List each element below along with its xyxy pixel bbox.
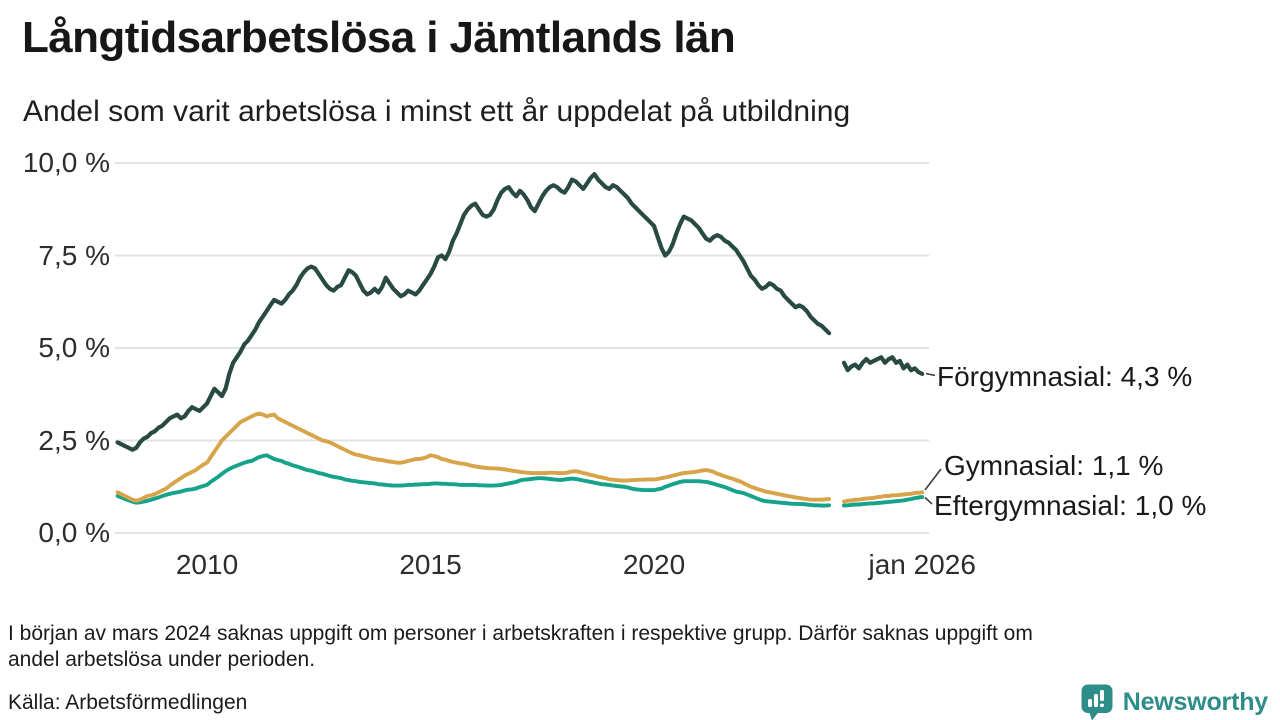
newsworthy-logo: Newsworthy — [1081, 684, 1268, 720]
page-subtitle: Andel som varit arbetslösa i minst ett å… — [23, 95, 851, 128]
footnote-line-1: I början av mars 2024 saknas uppgift om … — [8, 622, 1033, 645]
leader-gymnasial — [924, 468, 942, 491]
footnote-line-2: andel arbetslösa under perioden. — [8, 648, 316, 671]
x-tick-label: 2010 — [175, 549, 239, 580]
newsworthy-wordmark: Newsworthy — [1122, 688, 1268, 716]
series-line-förgymnasial — [115, 172, 925, 452]
series-end-label-eftergymnasial: Eftergymnasial: 1,0 % — [934, 490, 1207, 521]
series-line-gymnasial — [115, 411, 925, 504]
page-title: Långtidsarbetslösa i Jämtlands län — [22, 13, 736, 62]
y-tick-label: 0,0 % — [38, 517, 110, 548]
x-tick-label: 2015 — [399, 549, 462, 580]
y-tick-label: 10,0 % — [22, 147, 110, 178]
source-credit: Källa: Arbetsförmedlingen — [8, 691, 248, 714]
y-tick-label: 5,0 % — [38, 332, 110, 363]
series-end-label-forgymnasial: Förgymnasial: 4,3 % — [937, 361, 1193, 392]
x-tick-label: 2020 — [622, 549, 686, 580]
footnote: I början av mars 2024 saknas uppgift om … — [8, 621, 1033, 673]
series-line-eftergymnasial — [115, 453, 925, 508]
newsworthy-pin-bar-chart-icon — [1081, 684, 1113, 720]
leader-forgymnasial — [925, 372, 936, 377]
x-tick-label: jan 2026 — [868, 549, 976, 580]
y-tick-label: 2,5 % — [38, 424, 110, 456]
y-tick-label: 7,5 % — [38, 239, 110, 271]
series-end-label-gymnasial: Gymnasial: 1,1 % — [944, 450, 1164, 481]
leader-eftergymnasial — [924, 496, 933, 505]
